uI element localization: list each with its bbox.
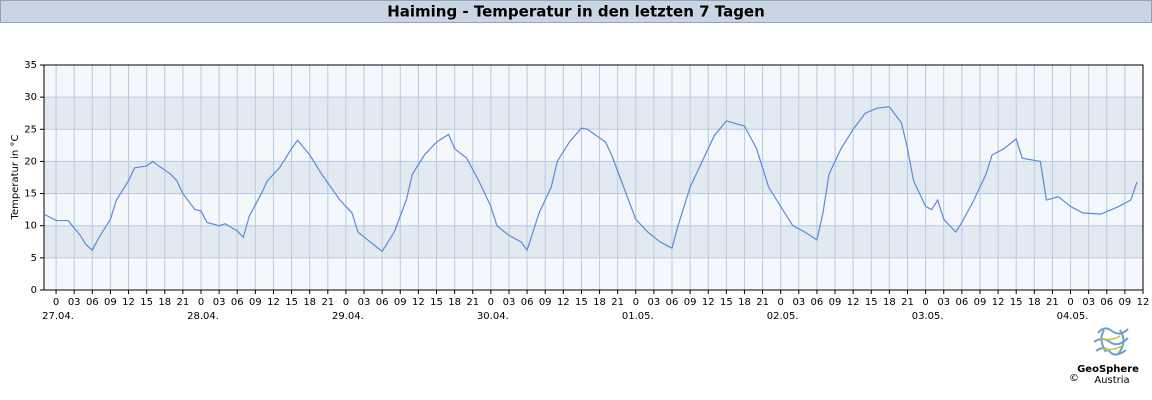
x-tick-label: 09 [829, 297, 842, 308]
y-tick-label: 20 [24, 156, 37, 167]
x-tick-label: 0 [488, 297, 494, 308]
x-tick-label: 0 [53, 297, 59, 308]
x-tick-label: 18 [738, 297, 751, 308]
x-tick-label: 18 [883, 297, 896, 308]
x-tick-label: 21 [177, 297, 190, 308]
x-tick-label: 03 [937, 297, 950, 308]
x-tick-label: 06 [521, 297, 534, 308]
y-tick-label: 35 [24, 60, 37, 71]
x-tick-label: 03 [1082, 297, 1095, 308]
x-day-label: 02.05. [767, 311, 799, 322]
logo: GeoSphere Austria © [1069, 327, 1139, 386]
x-tick-label: 09 [394, 297, 407, 308]
y-tick-label: 30 [24, 92, 37, 103]
x-tick-label: 0 [633, 297, 639, 308]
x-tick-label: 12 [702, 297, 715, 308]
temperature-line [43, 106, 1138, 253]
x-tick-label: 12 [557, 297, 570, 308]
x-tick-label: 06 [231, 297, 244, 308]
x-tick-label: 06 [811, 297, 824, 308]
x-tick-label: 12 [992, 297, 1005, 308]
x-tick-label: 21 [901, 297, 914, 308]
x-tick-label: 12 [122, 297, 135, 308]
x-tick-label: 03 [648, 297, 661, 308]
x-tick-label: 09 [539, 297, 552, 308]
x-tick-label: 06 [86, 297, 99, 308]
x-tick-label: 15 [575, 297, 588, 308]
x-tick-label: 09 [104, 297, 117, 308]
x-tick-label: 12 [267, 297, 280, 308]
x-tick-label: 18 [158, 297, 171, 308]
x-tick-label: 15 [430, 297, 443, 308]
logo-sub: Austria [1094, 375, 1129, 386]
y-axis-label: Temperatur in °C [10, 135, 21, 221]
x-day-label: 04.05. [1057, 311, 1089, 322]
y-tick-label: 0 [31, 285, 37, 296]
logo-icon [1093, 327, 1129, 356]
x-tick-label: 03 [213, 297, 226, 308]
y-tick-label: 10 [24, 221, 37, 232]
x-tick-label: 0 [198, 297, 204, 308]
x-day-label: 29.04. [332, 311, 364, 322]
x-tick-label: 15 [285, 297, 298, 308]
y-tick-label: 5 [31, 253, 37, 264]
x-tick-label: 06 [376, 297, 389, 308]
x-tick-label: 12 [412, 297, 425, 308]
x-tick-label: 0 [343, 297, 349, 308]
logo-copyright: © [1069, 373, 1079, 384]
x-tick-label: 09 [249, 297, 262, 308]
y-tick-label: 15 [24, 189, 37, 200]
x-day-label: 27.04. [42, 311, 74, 322]
grid-band [44, 161, 1143, 194]
chart-title: Haiming - Temperatur in den letzten 7 Ta… [387, 3, 765, 21]
x-day-label: 01.05. [622, 311, 654, 322]
plot-frame [43, 64, 1144, 291]
x-tick-label: 12 [847, 297, 860, 308]
x-tick-label: 21 [1046, 297, 1059, 308]
x-tick-label: 21 [611, 297, 624, 308]
plot-area: 0 5 10 15 20 25 30 35 0 03 06 09 12 15 18 21 0 03 06 09 12 15… [24, 60, 1149, 322]
x-tick-label: 18 [448, 297, 461, 308]
x-tick-label: 15 [1010, 297, 1023, 308]
x-tick-label: 15 [720, 297, 733, 308]
x-tick-label: 06 [666, 297, 679, 308]
x-tick-label: 0 [1067, 297, 1073, 308]
x-tick-label: 03 [792, 297, 805, 308]
x-tick-label: 21 [756, 297, 769, 308]
x-tick-label: 09 [974, 297, 987, 308]
x-tick-label: 15 [140, 297, 153, 308]
x-tick-label: 03 [503, 297, 516, 308]
x-tick-label: 09 [1119, 297, 1132, 308]
x-day-label: 03.05. [912, 311, 944, 322]
x-tick-label: 18 [593, 297, 606, 308]
x-tick-label: 06 [955, 297, 968, 308]
y-tick-label: 25 [24, 124, 37, 135]
x-tick-label: 18 [1028, 297, 1041, 308]
x-tick-label: 15 [865, 297, 878, 308]
logo-icon-accent [1099, 335, 1125, 351]
x-day-label: 30.04. [477, 311, 509, 322]
x-tick-label: 06 [1100, 297, 1113, 308]
x-tick-label: 21 [321, 297, 334, 308]
x-day-label: 28.04. [187, 311, 219, 322]
x-tick-label: 12 [1137, 297, 1150, 308]
grid-band [44, 97, 1143, 130]
x-tick-label: 03 [358, 297, 371, 308]
logo-name: GeoSphere [1077, 364, 1139, 375]
x-tick-label: 09 [684, 297, 697, 308]
x-tick-label: 21 [466, 297, 479, 308]
grid-band [44, 225, 1143, 258]
x-tick-label: 03 [68, 297, 81, 308]
x-tick-label: 0 [922, 297, 928, 308]
x-tick-label: 0 [778, 297, 784, 308]
x-tick-label: 18 [303, 297, 316, 308]
